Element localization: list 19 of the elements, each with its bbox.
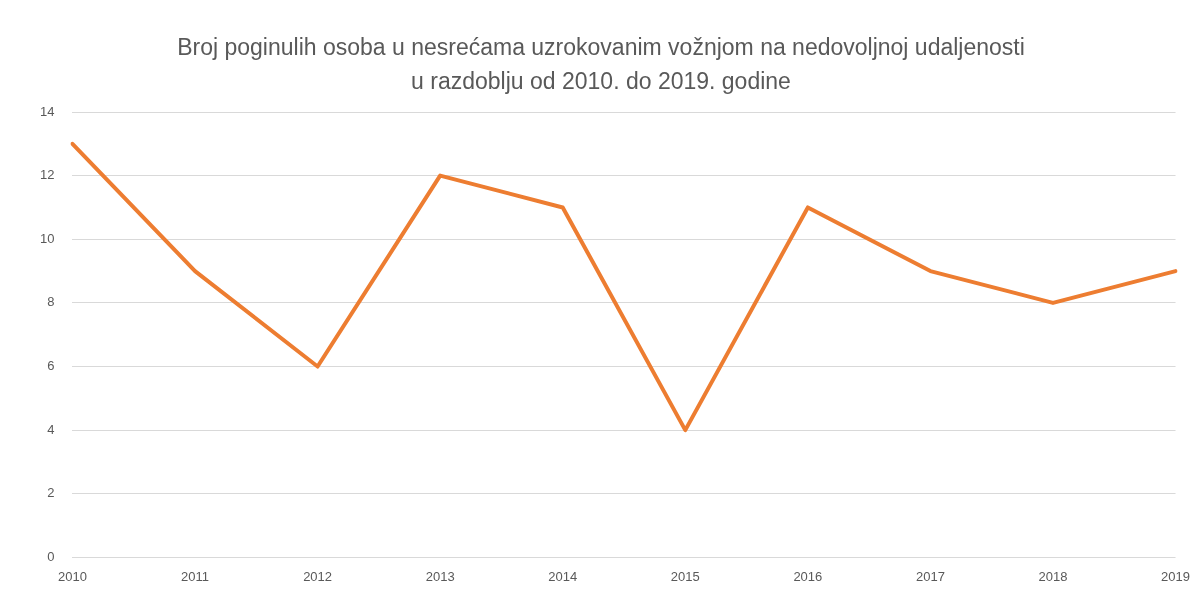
x-tick-label: 2016 <box>793 568 823 584</box>
y-tick-label: 4 <box>47 421 55 437</box>
x-tick-label: 2017 <box>915 568 945 584</box>
y-tick-label: 10 <box>39 230 55 246</box>
y-tick-label: 2 <box>47 485 55 501</box>
y-tick-label: 12 <box>39 167 55 183</box>
x-tick-label: 2014 <box>548 568 578 584</box>
y-tick-label: 8 <box>47 294 55 310</box>
x-tick-label: 2018 <box>1038 568 1068 584</box>
x-tick-label: 2013 <box>425 568 455 584</box>
y-tick-label: 6 <box>47 358 55 374</box>
x-tick-label: 2010 <box>58 568 87 584</box>
chart-title: Broj poginulih osoba u nesrećama uzrokovanim vožnjom na nedovoljnoj udaljenosti u razdoblju od 2010. do 2019. godine <box>176 33 1026 96</box>
x-tick-label: 2012 <box>303 568 333 584</box>
x-tick-label: 2011 <box>181 568 210 584</box>
x-tick-label: 2015 <box>670 568 700 584</box>
x-tick-label: 2019 <box>1161 568 1190 584</box>
y-tick-label: 14 <box>39 103 55 119</box>
y-tick-label: 0 <box>47 548 55 564</box>
